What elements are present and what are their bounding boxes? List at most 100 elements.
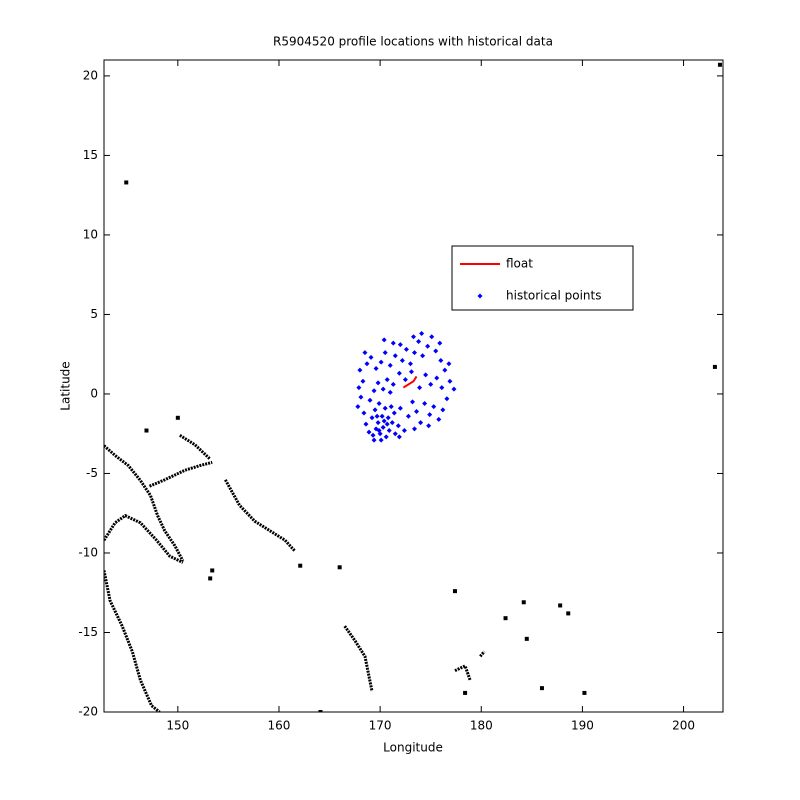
historical-point <box>422 400 428 406</box>
y-axis-label: Latitude <box>59 361 73 410</box>
historical-point <box>390 340 396 346</box>
y-tick-label: 0 <box>90 386 98 400</box>
coastline <box>104 513 184 564</box>
historical-point <box>396 370 402 376</box>
historical-point <box>379 413 385 419</box>
historical-point <box>446 361 452 367</box>
historical-point <box>375 380 381 386</box>
island <box>463 690 468 695</box>
island <box>124 180 129 185</box>
historical-point <box>423 372 429 378</box>
historical-point <box>407 361 413 367</box>
coastline <box>179 434 212 461</box>
float-track <box>402 375 418 389</box>
historical-point <box>378 359 384 365</box>
y-tick-label: 10 <box>83 227 98 241</box>
legend-label: historical points <box>506 289 601 303</box>
historical-point <box>401 428 407 434</box>
historical-point <box>419 331 425 337</box>
historical-point <box>370 432 376 438</box>
island <box>210 568 215 573</box>
island <box>712 364 717 369</box>
legend-box <box>451 245 634 311</box>
island <box>558 603 563 608</box>
legend-label: float <box>506 257 533 271</box>
historical-point <box>429 334 435 340</box>
legend-marker <box>477 293 483 299</box>
y-tick-label: -5 <box>86 466 98 480</box>
plot-area <box>104 62 722 712</box>
historical-point <box>380 424 386 430</box>
historical-point <box>382 350 388 356</box>
historical-point <box>371 437 377 443</box>
historical-point <box>397 405 403 411</box>
island <box>144 428 149 433</box>
historical-point <box>412 350 418 356</box>
y-tick-label: -10 <box>78 545 98 559</box>
island <box>318 710 323 712</box>
historical-point <box>385 415 391 421</box>
historical-point <box>381 337 387 343</box>
historical-point <box>428 381 434 387</box>
historical-point <box>427 412 433 418</box>
x-tick-label: 190 <box>571 719 594 733</box>
historical-point <box>437 340 443 346</box>
island <box>337 565 342 570</box>
historical-point <box>368 354 374 360</box>
historical-point <box>416 338 422 344</box>
y-tick-label: 15 <box>83 148 98 162</box>
historical-point <box>355 404 361 410</box>
island <box>452 589 457 594</box>
historical-point <box>389 420 395 426</box>
historical-point <box>440 407 446 413</box>
historical-point <box>436 416 442 422</box>
historical-point <box>442 367 448 373</box>
historical-point <box>392 431 398 437</box>
historical-point <box>375 420 381 426</box>
x-tick-label: 200 <box>672 719 695 733</box>
historical-point <box>425 343 431 349</box>
x-tick-label: 170 <box>369 719 392 733</box>
historical-point <box>358 394 364 400</box>
historical-point <box>405 413 411 419</box>
island <box>175 415 180 420</box>
y-tick-label: -20 <box>78 705 98 719</box>
historical-point <box>383 434 389 440</box>
historical-point <box>418 420 424 426</box>
historical-point <box>408 369 414 375</box>
historical-point <box>438 358 444 364</box>
historical-point <box>361 410 367 416</box>
island <box>717 62 722 67</box>
historical-point <box>399 358 405 364</box>
historical-point <box>373 366 379 372</box>
x-tick-label: 150 <box>166 719 189 733</box>
coastline <box>104 570 161 712</box>
historical-point <box>388 404 394 410</box>
historical-point <box>360 378 366 384</box>
historical-point <box>411 334 416 340</box>
historical-point <box>372 407 378 413</box>
coastline <box>343 625 374 692</box>
historical-point <box>395 423 401 429</box>
historical-point <box>384 377 390 383</box>
coastline <box>104 444 185 562</box>
island <box>524 636 529 641</box>
historical-point <box>434 375 440 381</box>
island <box>566 611 571 616</box>
historical-point <box>420 353 426 359</box>
historical-point <box>390 381 396 387</box>
historical-point <box>363 421 369 427</box>
island <box>298 563 303 568</box>
historical-point <box>357 367 363 373</box>
x-tick-label: 160 <box>268 719 291 733</box>
historical-point <box>378 437 384 443</box>
historical-point <box>356 385 362 391</box>
historical-point <box>417 385 423 391</box>
historical-point <box>451 386 457 392</box>
x-tick-label: 180 <box>470 719 493 733</box>
historical-point <box>447 378 453 384</box>
historical-point <box>439 385 445 391</box>
historical-point <box>426 423 432 429</box>
island <box>208 576 213 581</box>
